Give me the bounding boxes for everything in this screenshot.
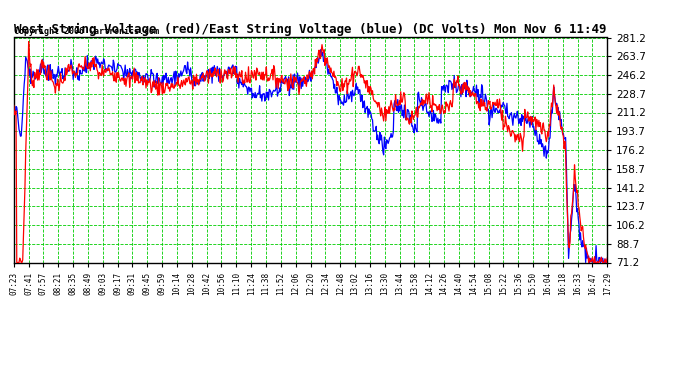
Text: West String Voltage (red)/East String Voltage (blue) (DC Volts) Mon Nov 6 11:49: West String Voltage (red)/East String Vo… [14,23,607,36]
Text: Copyright 2006 Cartronics.com: Copyright 2006 Cartronics.com [14,27,159,36]
